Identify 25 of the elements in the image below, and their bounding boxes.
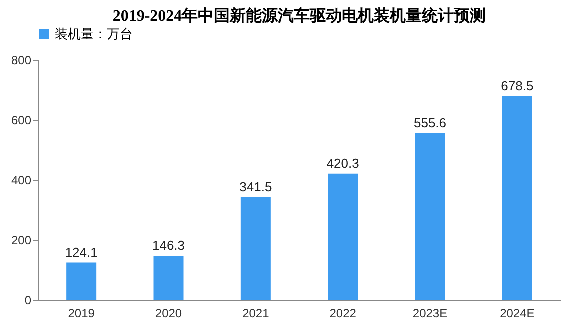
x-tick-label: 2019 <box>68 306 96 320</box>
data-label: 555.6 <box>414 115 447 130</box>
legend-label: 装机量：万台 <box>55 26 133 42</box>
data-label: 420.3 <box>326 156 360 171</box>
x-tick-label: 2021 <box>242 306 270 320</box>
bar <box>328 174 358 300</box>
data-label: 146.3 <box>152 238 186 254</box>
chart-title: 2019-2024年中国新能源汽车驱动电机装机量统计预测 <box>112 7 486 25</box>
x-tick-label: 2023E <box>412 306 448 320</box>
bar <box>502 96 532 300</box>
data-label: 678.5 <box>501 78 534 94</box>
y-tick-label: 0 <box>24 294 32 308</box>
bar <box>66 262 97 300</box>
bar <box>415 133 446 300</box>
x-tick-label: 2024E <box>500 306 535 320</box>
y-tick-label: 800 <box>11 54 32 68</box>
x-tick-label: 2022 <box>330 306 357 320</box>
y-tick-label: 400 <box>11 174 32 188</box>
bar <box>154 256 184 300</box>
x-tick-label: 2020 <box>155 306 182 320</box>
bar <box>240 198 271 300</box>
y-tick-label: 200 <box>11 234 32 248</box>
data-label: 341.5 <box>240 180 272 195</box>
data-label: 124.1 <box>65 244 98 260</box>
y-tick-label: 600 <box>11 114 32 128</box>
